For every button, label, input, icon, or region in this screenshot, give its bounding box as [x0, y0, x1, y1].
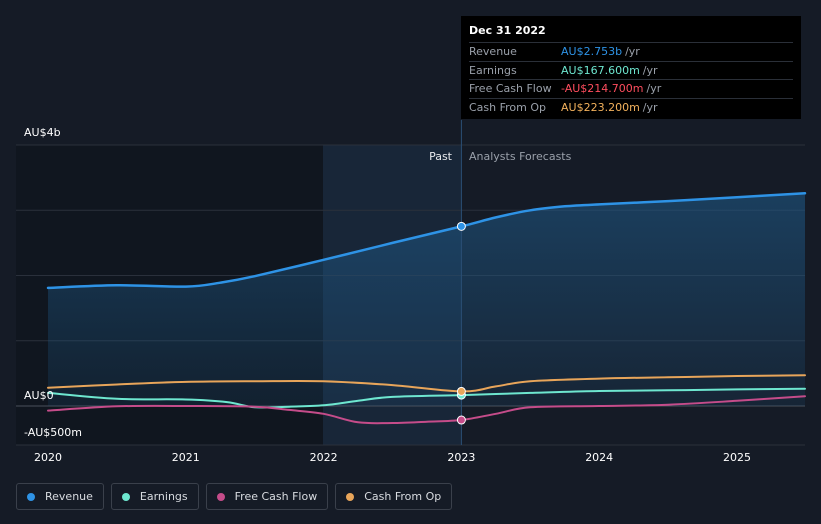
- x-tick-label: 2025: [723, 451, 751, 464]
- tooltip: Dec 31 2022 Revenue AU$2.753b /yr Earnin…: [461, 16, 801, 119]
- tooltip-unit: /yr: [642, 63, 658, 77]
- tooltip-value: AU$167.600m: [561, 63, 640, 77]
- forecast-label: Analysts Forecasts: [469, 150, 572, 163]
- tooltip-row-revenue: Revenue AU$2.753b /yr: [469, 42, 793, 61]
- legend-label: Cash From Op: [364, 490, 442, 503]
- legend-item-cash-from-op[interactable]: Cash From Op: [335, 483, 453, 510]
- tooltip-label: Cash From Op: [469, 100, 547, 114]
- x-tick-label: 2024: [585, 451, 613, 464]
- tooltip-value: AU$2.753b: [561, 45, 623, 59]
- tooltip-label: Earnings: [469, 63, 517, 77]
- legend-item-revenue[interactable]: Revenue: [16, 483, 104, 510]
- past-label: Past: [429, 150, 453, 163]
- legend-label: Earnings: [139, 490, 188, 503]
- tooltip-date: Dec 31 2022: [469, 24, 546, 37]
- series-line-earnings: [47, 387, 806, 409]
- legend-label: Revenue: [45, 490, 93, 503]
- series-markers: [456, 221, 466, 425]
- marker-free-cash-flow: [456, 415, 466, 425]
- tooltip-unit: /yr: [642, 100, 658, 114]
- tooltip-value: -AU$214.700m: [561, 82, 644, 96]
- legend-label: Free Cash Flow: [234, 490, 318, 503]
- tooltip-label: Free Cash Flow: [469, 82, 552, 96]
- tooltip-row-cash-from-op: Cash From Op AU$223.200m /yr: [469, 97, 793, 117]
- tooltip-value: AU$223.200m: [561, 100, 640, 114]
- tooltip-unit: /yr: [625, 45, 640, 59]
- y-tick-label: -AU$500m: [24, 426, 82, 439]
- tooltip-row-free-cash-flow: Free Cash Flow -AU$214.700m /yr: [469, 79, 793, 98]
- tooltip-label: Revenue: [469, 45, 517, 59]
- legend-dot-icon: [121, 492, 130, 501]
- series-line-free-cash-flow: [47, 395, 806, 425]
- y-tick-label: AU$0: [24, 389, 54, 402]
- x-axis-ticks: 2020 2021 2022 2023 2024 2025: [34, 451, 751, 464]
- x-tick-label: 2021: [172, 451, 200, 464]
- marker-cash-from-op: [456, 386, 466, 396]
- legend-dot-icon: [346, 492, 355, 501]
- x-tick-label: 2023: [447, 451, 475, 464]
- tooltip-unit: /yr: [646, 82, 662, 96]
- legend-dot-icon: [27, 492, 35, 501]
- y-axis-ticks: AU$4b AU$0 -AU$500m: [24, 126, 82, 439]
- legend-item-free-cash-flow[interactable]: Free Cash Flow: [205, 483, 329, 510]
- legend-item-earnings[interactable]: Earnings: [110, 483, 199, 510]
- x-tick-label: 2020: [34, 451, 62, 464]
- x-tick-label: 2022: [310, 451, 338, 464]
- legend-dot-icon: [216, 492, 225, 501]
- legend: Revenue Earnings Free Cash Flow Cash Fro…: [16, 483, 453, 510]
- marker-revenue: [456, 221, 466, 231]
- revenue-area: [48, 193, 805, 406]
- y-tick-label: AU$4b: [24, 126, 61, 139]
- tooltip-row-earnings: Earnings AU$167.600m /yr: [469, 60, 793, 80]
